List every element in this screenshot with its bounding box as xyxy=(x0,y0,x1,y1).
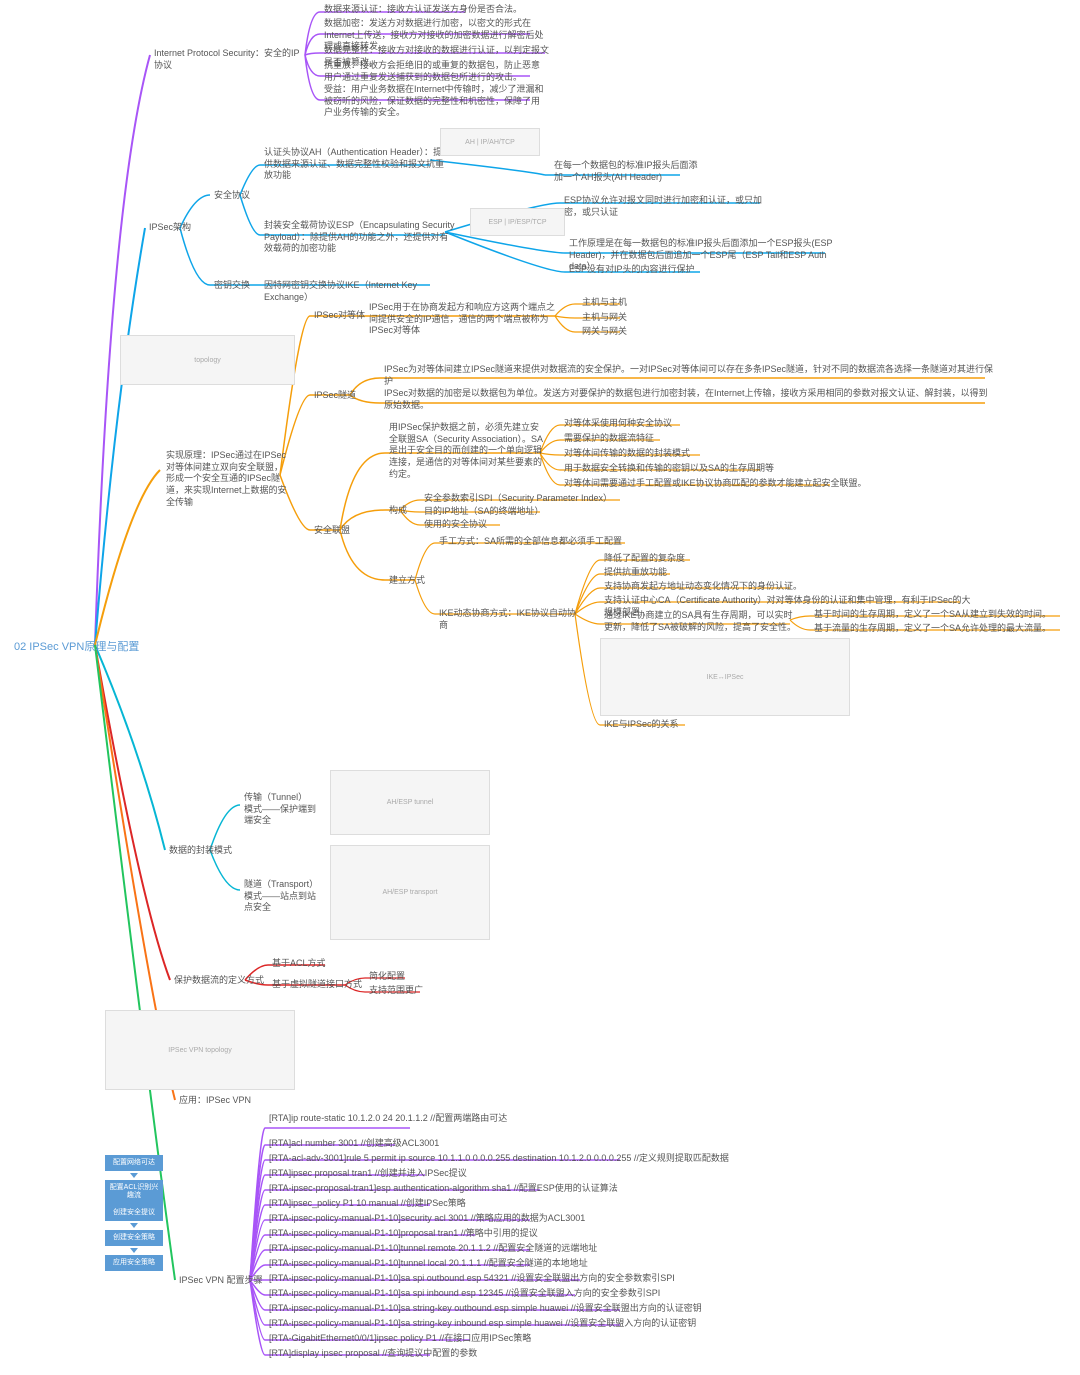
transport-mode-diagram: AH/ESP transport xyxy=(330,845,490,940)
branch-encap[interactable]: 数据的封装模式 xyxy=(165,843,236,859)
leaf: 传输（Tunnel）模式——保护端到端安全 xyxy=(240,790,320,829)
arrow-icon xyxy=(130,1248,138,1253)
leaf: 隧道（Transport）模式——站点到站点安全 xyxy=(240,877,320,916)
branch-arch[interactable]: IPSec架构 xyxy=(145,220,200,236)
cmd: [RTA-ipsec-policy-manual-P1-10]sa spi ou… xyxy=(265,1271,715,1287)
leaf: 在每一个数据包的标准IP报头后面添加一个AH报头(AH Header) xyxy=(550,158,710,185)
leaf: 封装安全载荷协议ESP（Encapsulating Security Paylo… xyxy=(260,218,460,257)
node-sa-build[interactable]: 建立方式 xyxy=(385,573,429,589)
esp-header-diagram: ESP | IP/ESP/TCP xyxy=(470,208,565,236)
arrow-icon xyxy=(130,1223,138,1228)
leaf: IKE与IPSec的关系 xyxy=(600,717,683,733)
leaf: 主机与主机 xyxy=(578,295,631,311)
step-box: 创建安全提议 xyxy=(105,1205,163,1221)
leaf: 需要保护的数据流特征 xyxy=(560,431,658,447)
cmd: [RTA-ipsec-policy-manual-P1-10]sa string… xyxy=(265,1301,765,1317)
leaf: 受益：用户业务数据在Internet中传输时，减少了泄漏和被窃听的风险，保证数据… xyxy=(320,82,550,121)
cmd: [RTA-ipsec-policy-manual-P1-10]sa string… xyxy=(265,1316,765,1332)
cmd: [RTA-GigabitEthernet0/0/1]ipsec policy P… xyxy=(265,1331,665,1347)
leaf: 使用的安全协议 xyxy=(420,517,491,533)
leaf: 用IPSec保护数据之前，必须先建立安全联盟SA（Security Associ… xyxy=(385,420,550,482)
cmd: [RTA-ipsec-policy-manual-P1-10]tunnel lo… xyxy=(265,1256,665,1272)
node-key-ex[interactable]: 密钥交换 xyxy=(210,278,254,294)
vpn-topology-diagram: IPSec VPN topology xyxy=(105,1010,295,1090)
leaf: ESP协议允许对报文同时进行加密和认证，或只加密，或只认证 xyxy=(560,193,780,220)
ah-header-diagram: AH | IP/AH/TCP xyxy=(440,128,540,156)
leaf: 支持范围更广 xyxy=(365,983,427,999)
leaf: IPSec用于在协商发起方和响应方这两个端点之间提供安全的IP通信，通信的两个端… xyxy=(365,300,565,339)
node-peer[interactable]: IPSec对等体 xyxy=(310,308,369,324)
leaf: 基于流量的生存周期，定义了一个SA允许处理的最大流量。 xyxy=(810,621,1070,637)
cmd: [RTA-ipsec-proposal-tran1]esp authentica… xyxy=(265,1181,665,1197)
branch-principle[interactable]: 实现原理：IPSec通过在IPSec对等体间建立双向安全联盟，形成一个安全互通的… xyxy=(162,448,292,510)
arrow-icon xyxy=(130,1198,138,1203)
cmd: [RTA-ipsec-policy-manual-P1-10]tunnel re… xyxy=(265,1241,665,1257)
leaf: 对等体间需要通过手工配置或IKE协议协商匹配的参数才能建立起安全联盟。 xyxy=(560,476,871,492)
step-box: 创建安全策略 xyxy=(105,1230,163,1246)
tunnel-topology-diagram: topology xyxy=(120,335,295,385)
leaf: 通过IKE协商建立的SA具有生存周期，可以实时更新，降低了SA被破解的风险，提高… xyxy=(600,608,800,635)
leaf: 对等体采使用何种安全协议 xyxy=(560,416,676,432)
cmd: [RTA]ipsec proposal tran1 //创建并进入IPSec提议 xyxy=(265,1166,665,1182)
step-box: 应用安全策略 xyxy=(105,1255,163,1271)
root-node[interactable]: 02 IPSec VPN原理与配置 xyxy=(10,638,160,656)
node-sa-compose[interactable]: 构成 xyxy=(385,503,411,519)
cmd: [RTA]ipsec_policy P1 10 manual //创建IPSec… xyxy=(265,1196,665,1212)
cmd: [RTA]ip route-static 10.1.2.0 24 20.1.1.… xyxy=(265,1111,665,1127)
ike-ipsec-diagram: IKE↔IPSec xyxy=(600,638,850,716)
leaf: IKE动态协商方式：IKE协议自动协商 xyxy=(435,606,585,633)
arrow-icon xyxy=(130,1173,138,1178)
tunnel-mode-diagram: AH/ESP tunnel xyxy=(330,770,490,835)
branch-app[interactable]: 应用：IPSec VPN xyxy=(175,1093,255,1109)
cmd: [RTA]acl number 3001 //创建高级ACL3001 xyxy=(265,1136,665,1152)
mindmap-canvas: 02 IPSec VPN原理与配置 Internet Protocol Secu… xyxy=(0,0,1080,1375)
leaf: 手工方式：SA所需的全部信息都必须手工配置 xyxy=(435,534,645,550)
cmd: [RTA-ipsec-policy-manual-P1-10]proposal … xyxy=(265,1226,665,1242)
branch-config[interactable]: IPSec VPN 配置步骤 xyxy=(175,1273,267,1289)
leaf: 对等体间传输的数据的封装模式 xyxy=(560,446,694,462)
leaf: ESP没有对IP头的内容进行保护 xyxy=(565,262,725,278)
leaf: 基于ACL方式 xyxy=(268,956,330,972)
node-sa[interactable]: 安全联盟 xyxy=(310,523,354,539)
cmd: [RTA-acl-adv-3001]rule 5 permit ip sourc… xyxy=(265,1151,765,1167)
node-sec-proto[interactable]: 安全协议 xyxy=(210,188,254,204)
leaf: 用于数据安全转换和传输的密钥以及SA的生存周期等 xyxy=(560,461,778,477)
leaf: 认证头协议AH（Authentication Header）：提供数据来源认证、… xyxy=(260,145,450,184)
leaf: 基于虚拟隧道接口方式 xyxy=(268,977,366,993)
branch-ipsec-def[interactable]: Internet Protocol Security：安全的IP协议 xyxy=(150,46,310,73)
leaf: IPSec对数据的加密是以数据包为单位。发送方对要保护的数据包进行加密封装，在I… xyxy=(380,386,1000,413)
node-tunnel[interactable]: IPSec隧道 xyxy=(310,388,360,404)
cmd: [RTA-ipsec-policy-manual-P1-10]sa spi in… xyxy=(265,1286,715,1302)
branch-dataflow[interactable]: 保护数据流的定义方式 xyxy=(170,973,268,989)
leaf: 网关与网关 xyxy=(578,324,631,340)
step-box: 配置网络可达 xyxy=(105,1155,163,1171)
cmd: [RTA-ipsec-policy-manual-P1-10]security … xyxy=(265,1211,665,1227)
cmd: [RTA]display ipsec proposal //查询提议中配置的参数 xyxy=(265,1346,665,1362)
